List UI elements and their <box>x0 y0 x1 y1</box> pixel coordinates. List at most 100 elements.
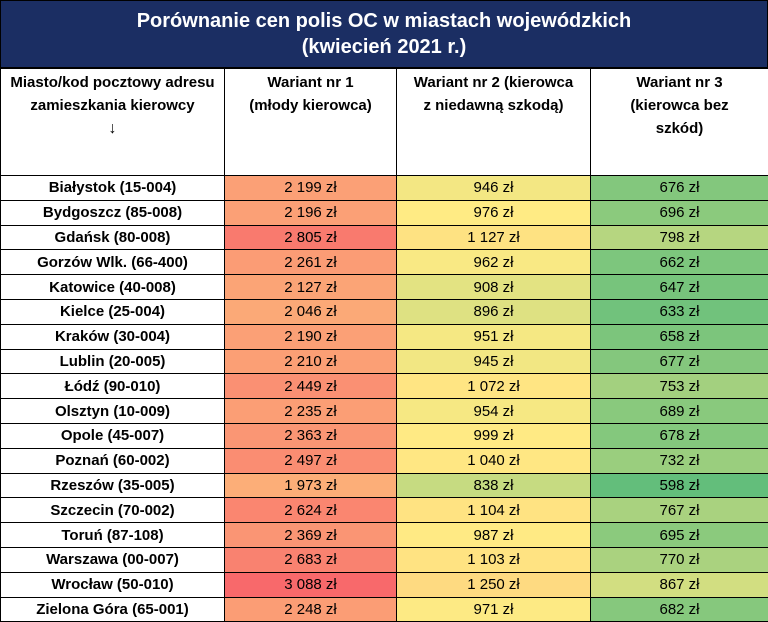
city-cell: Warszawa (00-007) <box>0 546 225 573</box>
table-row: Kraków (30-004) 2 190 zł 951 zł 658 zł <box>0 323 768 350</box>
price-cell-v3: 633 zł <box>590 298 768 325</box>
price-cell-v3: 753 zł <box>590 373 768 400</box>
table-row: Warszawa (00-007) 2 683 zł 1 103 zł 770 zł <box>0 546 768 573</box>
title-line-2: (kwiecień 2021 r.) <box>301 36 467 58</box>
arrow-down-icon: ↓ <box>108 120 117 137</box>
header-variant-2-label: Wariant nr 2 (kierowca z niedawną szkodą… <box>413 74 574 114</box>
price-cell-v1: 2 046 zł <box>224 298 397 325</box>
price-cell-v2: 1 040 zł <box>396 447 591 474</box>
price-cell-v3: 732 zł <box>590 447 768 474</box>
table-row: Lublin (20-005) 2 210 zł 945 zł 677 zł <box>0 348 768 375</box>
price-cell-v2: 1 072 zł <box>396 373 591 400</box>
table-row: Łódź (90-010) 2 449 zł 1 072 zł 753 zł <box>0 373 768 400</box>
city-cell: Katowice (40-008) <box>0 274 225 300</box>
price-cell-v2: 838 zł <box>396 472 591 499</box>
price-cell-v2: 951 zł <box>396 323 591 350</box>
price-cell-v1: 2 369 zł <box>224 522 397 548</box>
price-cell-v3: 689 zł <box>590 398 768 424</box>
table-row: Gdańsk (80-008) 2 805 zł 1 127 zł 798 zł <box>0 224 768 251</box>
price-cell-v3: 678 zł <box>590 422 768 449</box>
price-cell-v2: 962 zł <box>396 249 591 276</box>
header-variant-2: Wariant nr 2 (kierowca z niedawną szkodą… <box>396 68 591 176</box>
table-row: Szczecin (70-002) 2 624 zł 1 104 zł 767 zł <box>0 497 768 524</box>
city-cell: Olsztyn (10-009) <box>0 398 225 424</box>
price-cell-v2: 1 103 zł <box>396 546 591 573</box>
price-cell-v2: 1 104 zł <box>396 497 591 524</box>
table-row: Opole (45-007) 2 363 zł 999 zł 678 zł <box>0 422 768 449</box>
price-table: Miasto/kod pocztowy adresu zamieszkania … <box>0 68 768 622</box>
city-cell: Opole (45-007) <box>0 422 225 449</box>
city-cell: Kraków (30-004) <box>0 323 225 350</box>
price-cell-v1: 2 624 zł <box>224 497 397 524</box>
header-row: Miasto/kod pocztowy adresu zamieszkania … <box>0 68 768 176</box>
price-cell-v2: 908 zł <box>396 274 591 300</box>
price-cell-v2: 1 250 zł <box>396 571 591 598</box>
price-cell-v1: 2 449 zł <box>224 373 397 400</box>
price-cell-v2: 987 zł <box>396 522 591 548</box>
price-cell-v3: 658 zł <box>590 323 768 350</box>
price-cell-v1: 2 683 zł <box>224 546 397 573</box>
price-cell-v2: 954 zł <box>396 398 591 424</box>
price-cell-v2: 946 zł <box>396 175 591 201</box>
price-cell-v1: 2 497 zł <box>224 447 397 474</box>
city-cell: Białystok (15-004) <box>0 175 225 201</box>
header-variant-3-label: Wariant nr 3 (kierowca bez szkód) <box>630 74 729 137</box>
price-cell-v3: 867 zł <box>590 571 768 598</box>
city-cell: Poznań (60-002) <box>0 447 225 474</box>
table-title: Porównanie cen polis OC w miastach wojew… <box>0 0 768 68</box>
price-cell-v1: 2 248 zł <box>224 596 397 622</box>
city-cell: Lublin (20-005) <box>0 348 225 375</box>
header-variant-3: Wariant nr 3 (kierowca bez szkód) <box>590 68 768 176</box>
city-cell: Gorzów Wlk. (66-400) <box>0 249 225 276</box>
price-cell-v1: 2 805 zł <box>224 224 397 251</box>
price-cell-v3: 682 zł <box>590 596 768 622</box>
header-city-label: Miasto/kod pocztowy adresu zamieszkania … <box>10 74 215 114</box>
city-cell: Kielce (25-004) <box>0 298 225 325</box>
table-row: Olsztyn (10-009) 2 235 zł 954 zł 689 zł <box>0 398 768 424</box>
price-cell-v3: 770 zł <box>590 546 768 573</box>
table-row: Rzeszów (35-005) 1 973 zł 838 zł 598 zł <box>0 472 768 499</box>
price-cell-v2: 1 127 zł <box>396 224 591 251</box>
city-cell: Zielona Góra (65-001) <box>0 596 225 622</box>
table-row: Zielona Góra (65-001) 2 248 zł 971 zł 682 z… <box>0 596 768 622</box>
table-body: Białystok (15-004) 2 199 zł 946 zł 676 zł By… <box>0 175 768 622</box>
price-cell-v2: 971 zł <box>396 596 591 622</box>
price-cell-v1: 1 973 zł <box>224 472 397 499</box>
price-cell-v1: 3 088 zł <box>224 571 397 598</box>
price-cell-v1: 2 196 zł <box>224 199 397 226</box>
price-cell-v1: 2 127 zł <box>224 274 397 300</box>
table-row: Białystok (15-004) 2 199 zł 946 zł 676 zł <box>0 175 768 201</box>
header-city: Miasto/kod pocztowy adresu zamieszkania … <box>0 68 225 176</box>
price-cell-v3: 696 zł <box>590 199 768 226</box>
table-row: Katowice (40-008) 2 127 zł 908 zł 647 zł <box>0 274 768 300</box>
city-cell: Łódź (90-010) <box>0 373 225 400</box>
price-cell-v3: 662 zł <box>590 249 768 276</box>
table-row: Bydgoszcz (85-008) 2 196 zł 976 zł 696 zł <box>0 199 768 226</box>
city-cell: Wrocław (50-010) <box>0 571 225 598</box>
price-cell-v3: 598 zł <box>590 472 768 499</box>
city-cell: Szczecin (70-002) <box>0 497 225 524</box>
price-cell-v1: 2 190 zł <box>224 323 397 350</box>
city-cell: Bydgoszcz (85-008) <box>0 199 225 226</box>
header-variant-1: Wariant nr 1 (młody kierowca) <box>224 68 397 176</box>
header-variant-1-label: Wariant nr 1 (młody kierowca) <box>249 74 372 114</box>
price-cell-v1: 2 261 zł <box>224 249 397 276</box>
table-row: Wrocław (50-010) 3 088 zł 1 250 zł 867 zł <box>0 571 768 598</box>
table-row: Poznań (60-002) 2 497 zł 1 040 zł 732 zł <box>0 447 768 474</box>
price-cell-v1: 2 199 zł <box>224 175 397 201</box>
price-cell-v3: 695 zł <box>590 522 768 548</box>
price-cell-v2: 999 zł <box>396 422 591 449</box>
price-cell-v3: 647 zł <box>590 274 768 300</box>
price-cell-v1: 2 210 zł <box>224 348 397 375</box>
city-cell: Rzeszów (35-005) <box>0 472 225 499</box>
price-cell-v3: 798 zł <box>590 224 768 251</box>
price-cell-v1: 2 235 zł <box>224 398 397 424</box>
title-line-1: Porównanie cen polis OC w miastach wojew… <box>136 10 632 32</box>
price-cell-v2: 976 zł <box>396 199 591 226</box>
price-cell-v2: 896 zł <box>396 298 591 325</box>
table-row: Toruń (87-108) 2 369 zł 987 zł 695 zł <box>0 522 768 548</box>
price-cell-v1: 2 363 zł <box>224 422 397 449</box>
city-cell: Toruń (87-108) <box>0 522 225 548</box>
price-cell-v3: 767 zł <box>590 497 768 524</box>
price-cell-v2: 945 zł <box>396 348 591 375</box>
